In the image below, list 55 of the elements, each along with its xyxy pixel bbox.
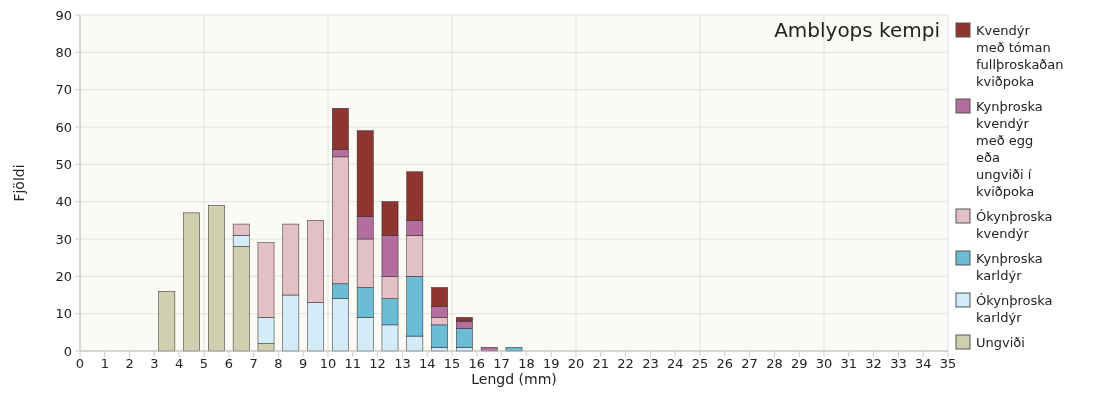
chart-title: Amblyops kempi bbox=[774, 18, 940, 42]
x-tick-label: 34 bbox=[914, 356, 932, 371]
x-tick-label: 27 bbox=[741, 356, 758, 371]
x-tick-label: 14 bbox=[418, 356, 436, 371]
x-tick-label: 10 bbox=[319, 356, 337, 371]
x-tick-label: 29 bbox=[790, 356, 808, 371]
y-tick-label: 80 bbox=[55, 44, 72, 60]
x-tick-label: 35 bbox=[939, 356, 957, 371]
y-tick-label: 50 bbox=[55, 156, 72, 172]
x-tick-label: 12 bbox=[369, 356, 386, 371]
x-tick-label: 17 bbox=[493, 356, 510, 371]
legend-label: Kvendýr með tóman fullþroskaðan kviðpoka bbox=[976, 23, 1064, 89]
x-tick-label: 33 bbox=[890, 356, 907, 371]
x-tick-label: 5 bbox=[199, 356, 209, 371]
y-tick-label: 60 bbox=[55, 119, 72, 135]
x-tick-label: 13 bbox=[394, 356, 411, 371]
x-tick-label: 20 bbox=[567, 356, 585, 371]
x-tick-label: 9 bbox=[299, 356, 308, 371]
x-tick-label: 19 bbox=[542, 356, 560, 371]
y-tick-label: 90 bbox=[55, 7, 72, 23]
x-tick-label: 2 bbox=[125, 356, 134, 371]
x-tick-label: 3 bbox=[150, 356, 159, 371]
y-tick-label: 10 bbox=[55, 306, 72, 322]
x-tick-label: 11 bbox=[344, 356, 362, 371]
x-tick-label: 32 bbox=[865, 356, 882, 371]
x-tick-label: 21 bbox=[592, 356, 610, 371]
y-tick-label: 40 bbox=[55, 194, 72, 210]
x-tick-label: 31 bbox=[840, 356, 858, 371]
x-tick-label: 23 bbox=[642, 356, 659, 371]
y-tick-label: 0 bbox=[63, 343, 72, 359]
x-tick-label: 18 bbox=[518, 356, 535, 371]
x-axis-title: Lengd (mm) bbox=[471, 371, 557, 387]
y-tick-label: 30 bbox=[55, 231, 72, 247]
x-tick-label: 1 bbox=[100, 356, 109, 371]
legend-label: Kynþroska kvendýr með egg eða ungviði í kviðpoka bbox=[976, 99, 1043, 199]
x-tick-label: 30 bbox=[815, 356, 833, 371]
x-tick-label: 8 bbox=[274, 356, 283, 371]
x-tick-label: 25 bbox=[691, 356, 709, 371]
x-tick-label: 22 bbox=[617, 356, 634, 371]
x-tick-label: 7 bbox=[249, 356, 258, 371]
legend-label: Kynþroska karldýr bbox=[976, 251, 1043, 283]
x-tick-label: 26 bbox=[716, 356, 734, 371]
x-tick-label: 4 bbox=[175, 356, 184, 371]
y-tick-label: 20 bbox=[55, 268, 72, 284]
x-tick-label: 15 bbox=[443, 356, 461, 371]
x-tick-label: 24 bbox=[666, 356, 684, 371]
legend-label: Ókynþroska karldýr bbox=[976, 293, 1053, 325]
legend-label: Ungviði bbox=[976, 335, 1025, 350]
y-axis-title: Fjöldi bbox=[11, 164, 27, 202]
x-tick-label: 16 bbox=[468, 356, 486, 371]
y-tick-label: 70 bbox=[55, 82, 72, 98]
legend-label: Ókynþroska kvendýr bbox=[976, 209, 1053, 241]
x-tick-label: 6 bbox=[224, 356, 233, 371]
x-tick-label: 0 bbox=[75, 356, 85, 371]
x-tick-label: 28 bbox=[766, 356, 783, 371]
